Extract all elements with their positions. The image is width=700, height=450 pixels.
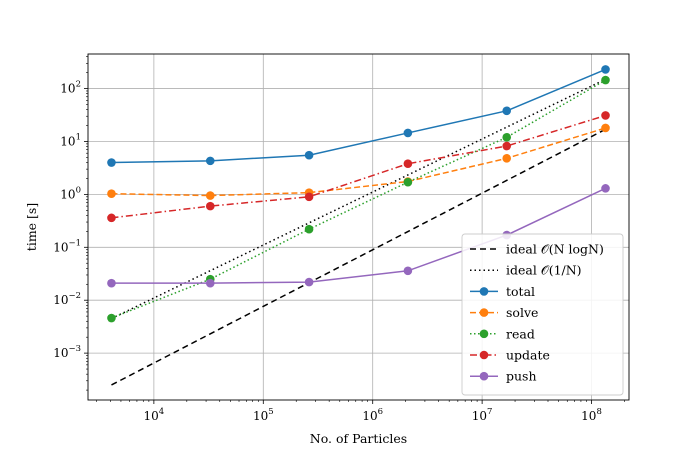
series-group bbox=[107, 65, 610, 386]
legend-entry: solve bbox=[470, 305, 538, 320]
legend-label: total bbox=[506, 284, 535, 299]
y-tick-label: 101 bbox=[60, 132, 81, 148]
legend-label: solve bbox=[506, 305, 538, 320]
legend-entry: total bbox=[470, 284, 535, 299]
data-point-push bbox=[107, 278, 116, 288]
legend-entry: ideal 𝒪(N logN) bbox=[470, 242, 604, 257]
data-point-read bbox=[403, 177, 413, 187]
axis-ticks: 104 105 106 107 108 10−3 10−2 10−1 100 101 102 bbox=[53, 56, 625, 423]
x-tick-label: 104 bbox=[144, 407, 165, 423]
legend-marker bbox=[479, 308, 489, 317]
legend-entry: read bbox=[470, 326, 535, 341]
data-point-push bbox=[403, 266, 413, 276]
series-line-update bbox=[111, 114, 606, 219]
x-tick-label: 105 bbox=[253, 407, 274, 423]
data-point-solve bbox=[205, 191, 215, 200]
legend-label: ideal 𝒪(1/N) bbox=[506, 263, 582, 278]
data-point-solve bbox=[502, 154, 512, 163]
y-axis-label: time [s] bbox=[24, 203, 39, 251]
data-point-update bbox=[304, 192, 314, 202]
legend-entry: ideal 𝒪(1/N) bbox=[470, 263, 582, 278]
y-tick-label: 102 bbox=[60, 80, 81, 96]
data-point-total bbox=[403, 128, 413, 138]
legend-marker bbox=[479, 350, 489, 360]
data-point-read bbox=[304, 224, 314, 234]
legend-label: push bbox=[506, 369, 537, 384]
data-point-total bbox=[502, 106, 512, 116]
data-point-total bbox=[205, 156, 215, 166]
data-point-update bbox=[107, 213, 116, 223]
y-tick-label: 10−2 bbox=[53, 291, 81, 307]
data-point-total bbox=[107, 158, 116, 167]
data-point-push bbox=[601, 184, 610, 193]
legend-entry: push bbox=[470, 369, 537, 384]
data-point-push bbox=[205, 278, 215, 288]
legend-marker bbox=[479, 371, 489, 381]
series-line-push bbox=[111, 187, 606, 284]
legend-label: update bbox=[506, 348, 550, 363]
legend-box bbox=[461, 233, 624, 396]
legend-marker bbox=[479, 329, 489, 339]
series-line-ideal-0 bbox=[111, 128, 606, 386]
grid bbox=[88, 54, 629, 400]
series-line-read bbox=[111, 79, 606, 319]
x-tick-label: 107 bbox=[472, 407, 493, 423]
data-point-update bbox=[502, 141, 512, 151]
legend-entry: update bbox=[470, 348, 550, 363]
plot-frame bbox=[87, 53, 630, 401]
y-tick-label: 10−1 bbox=[53, 238, 81, 254]
series-line-solve bbox=[111, 127, 606, 197]
legend: ideal 𝒪(N logN) ideal 𝒪(1/N) total solve rea… bbox=[461, 233, 624, 396]
data-point-update bbox=[205, 201, 215, 211]
data-point-read bbox=[601, 75, 610, 85]
data-point-total bbox=[601, 65, 610, 74]
data-point-update bbox=[403, 159, 413, 169]
data-point-total bbox=[304, 150, 314, 160]
data-point-read bbox=[502, 132, 512, 142]
data-point-push bbox=[304, 277, 314, 287]
y-tick-label: 10−3 bbox=[53, 344, 81, 360]
data-point-update bbox=[601, 111, 610, 120]
legend-label: read bbox=[506, 326, 535, 341]
data-point-solve bbox=[107, 189, 116, 199]
x-axis-label: No. of Particles bbox=[310, 431, 407, 446]
x-tick-label: 108 bbox=[581, 407, 602, 423]
legend-marker bbox=[479, 287, 489, 296]
y-tick-label: 100 bbox=[60, 185, 81, 201]
series-line-ideal-1 bbox=[111, 78, 606, 320]
legend-label: ideal 𝒪(N logN) bbox=[506, 242, 604, 257]
data-point-solve bbox=[601, 123, 610, 133]
series-line-total bbox=[111, 68, 606, 164]
x-tick-label: 106 bbox=[362, 407, 383, 423]
data-point-read bbox=[107, 313, 116, 323]
